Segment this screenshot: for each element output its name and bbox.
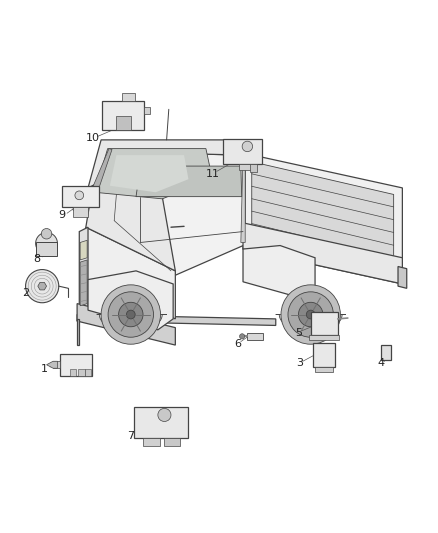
Polygon shape [276, 314, 346, 332]
Text: 7: 7 [127, 431, 134, 441]
Polygon shape [252, 161, 394, 277]
Circle shape [240, 334, 245, 339]
Polygon shape [116, 116, 131, 130]
Text: 2: 2 [22, 288, 30, 298]
Polygon shape [313, 343, 335, 367]
Polygon shape [144, 107, 150, 114]
Text: 1: 1 [41, 364, 48, 374]
Circle shape [35, 232, 57, 254]
Polygon shape [79, 227, 88, 314]
Polygon shape [315, 367, 332, 372]
Circle shape [281, 285, 340, 344]
Polygon shape [143, 438, 160, 446]
Text: 8: 8 [33, 254, 40, 264]
Polygon shape [46, 361, 57, 368]
Polygon shape [308, 335, 339, 340]
Circle shape [41, 229, 52, 239]
Circle shape [288, 292, 333, 337]
Circle shape [242, 141, 253, 152]
Polygon shape [110, 155, 188, 192]
Text: 5: 5 [295, 328, 302, 338]
Polygon shape [223, 139, 262, 164]
Polygon shape [80, 240, 87, 260]
Circle shape [127, 310, 135, 319]
Polygon shape [78, 369, 85, 376]
Polygon shape [134, 407, 187, 438]
Polygon shape [250, 164, 258, 172]
Polygon shape [77, 304, 175, 345]
Polygon shape [90, 149, 112, 195]
Polygon shape [95, 149, 212, 199]
Polygon shape [239, 164, 252, 171]
Polygon shape [88, 153, 245, 275]
Circle shape [75, 191, 84, 200]
Polygon shape [77, 319, 79, 345]
Polygon shape [86, 188, 175, 271]
Polygon shape [247, 333, 263, 340]
Polygon shape [122, 93, 135, 101]
Polygon shape [35, 243, 57, 256]
Circle shape [101, 285, 160, 344]
Polygon shape [164, 438, 180, 446]
Polygon shape [88, 271, 173, 330]
Polygon shape [70, 369, 76, 376]
Text: 11: 11 [205, 168, 219, 179]
Text: 4: 4 [378, 358, 385, 368]
Polygon shape [73, 207, 88, 217]
Circle shape [108, 292, 153, 337]
Text: 6: 6 [234, 339, 241, 349]
Circle shape [298, 302, 323, 327]
Text: 9: 9 [58, 210, 65, 220]
Polygon shape [62, 185, 99, 207]
Polygon shape [80, 260, 87, 306]
Polygon shape [38, 282, 46, 290]
Polygon shape [88, 140, 245, 188]
Text: 10: 10 [85, 133, 99, 143]
Circle shape [306, 310, 315, 319]
Polygon shape [85, 369, 91, 376]
Polygon shape [243, 246, 315, 297]
Polygon shape [60, 354, 92, 376]
Circle shape [158, 408, 171, 422]
Polygon shape [243, 153, 403, 284]
Polygon shape [102, 101, 144, 130]
Polygon shape [311, 312, 338, 335]
Polygon shape [97, 314, 166, 332]
Polygon shape [381, 345, 392, 360]
Polygon shape [53, 361, 60, 368]
Polygon shape [73, 201, 88, 214]
Polygon shape [77, 314, 276, 326]
Polygon shape [136, 166, 242, 197]
Polygon shape [398, 266, 407, 288]
Circle shape [25, 270, 59, 303]
Polygon shape [241, 153, 245, 243]
Polygon shape [243, 223, 403, 284]
Circle shape [119, 302, 143, 327]
Text: 3: 3 [296, 358, 303, 368]
Polygon shape [84, 227, 175, 319]
